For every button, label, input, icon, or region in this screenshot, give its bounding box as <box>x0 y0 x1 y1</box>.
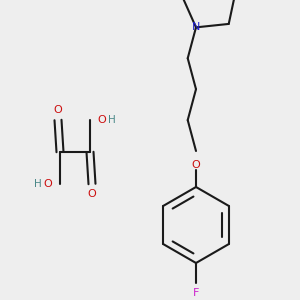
Text: H: H <box>108 115 116 125</box>
Text: N: N <box>192 22 200 32</box>
Text: O: O <box>44 179 52 189</box>
Text: O: O <box>192 160 200 170</box>
Text: O: O <box>88 189 96 199</box>
Text: F: F <box>193 288 199 298</box>
Text: O: O <box>54 105 62 115</box>
Text: H: H <box>34 179 42 189</box>
Text: O: O <box>98 115 106 125</box>
